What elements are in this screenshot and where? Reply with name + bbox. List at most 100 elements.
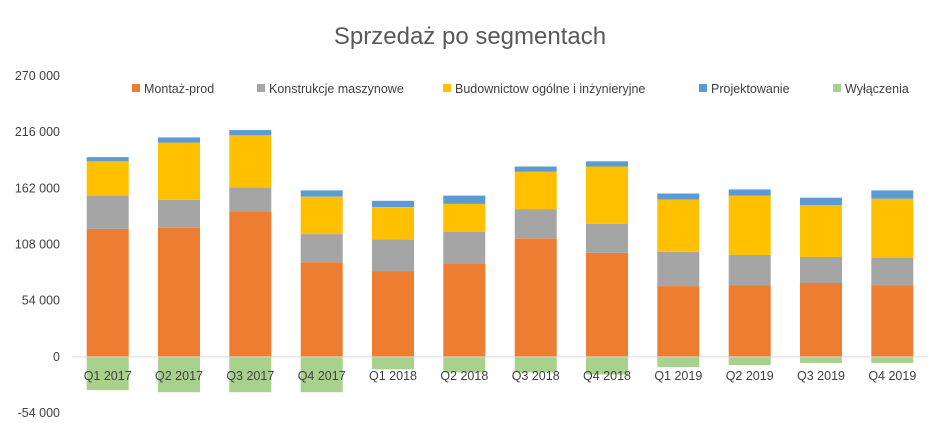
y-axis: -54 000 0 54 000 108 000 162 000 216 000 270 0… [15,69,60,420]
bar-segment [300,356,343,393]
x-tick-label: Q1 2019 [654,369,702,383]
legend-swatch [833,84,841,92]
legend-item: Konstrukcje maszynowe [257,82,404,96]
bar-segment [158,199,200,228]
bar-segment [443,356,486,373]
legend-label: Wyłączenia [845,82,909,96]
bar-segment [158,356,200,393]
bar-segment [657,356,700,368]
bar-segment [372,200,414,207]
legend-label: Projektowanie [711,82,790,96]
bar-segment [871,258,914,285]
bar-segment [514,166,557,172]
x-tick-label: Q3 2019 [797,369,845,383]
bar-group [300,190,343,393]
bar-segment [443,203,486,232]
x-tick-label: Q2 2017 [155,369,203,383]
bar-segment [728,189,771,196]
x-tick-label: Q1 2018 [369,369,417,383]
y-tick-label: 162 000 [15,181,60,195]
bar-group [86,157,129,391]
bar-segment [300,262,343,357]
x-tick-label: Q4 2018 [583,369,631,383]
legend-swatch [132,84,140,92]
bar-segment [586,252,628,357]
bar-segment [586,356,628,375]
bar-segment [229,356,272,393]
bar-segment [86,157,129,162]
x-tick-label: Q4 2019 [868,369,916,383]
bar-segment [86,195,129,229]
bar-segment [372,356,414,370]
y-tick-label: 108 000 [15,238,60,252]
bar-group [158,137,200,393]
bar-segment [800,197,842,205]
x-tick-label: Q3 2018 [512,369,560,383]
bar-segment [372,239,414,272]
bar-segment [229,130,272,136]
bar-segment [728,356,771,366]
bar-segment [158,137,200,143]
bar-segment [657,199,700,252]
bar-segment [300,196,343,235]
bar-segment [586,161,628,167]
bar-segment [800,205,842,257]
bar-segment [443,195,486,204]
bar-segment [514,356,557,373]
legend: Montaż-prod Konstrukcje maszynowe Budownic… [132,82,909,96]
bar-segment [657,251,700,287]
bar-segment [586,166,628,224]
bar-segment [657,193,700,200]
x-tick-label: Q2 2019 [726,369,774,383]
bar-segment [871,190,914,199]
bar-segment [800,283,842,357]
bar-segment [158,142,200,200]
bar-group [657,193,700,368]
bar-segment [86,228,129,357]
bar-segment [514,209,557,239]
legend-swatch [257,84,265,92]
bar-group [229,130,272,393]
legend-label: Konstrukcje maszynowe [269,82,404,96]
x-axis: Q1 2017 Q2 2017 Q3 2017 Q4 2017 Q1 2018 Q2 20… [84,369,917,383]
bar-group [800,197,842,363]
bar-segment [728,195,771,255]
legend-swatch [443,84,451,92]
legend-label: Montaż-prod [144,82,214,96]
x-tick-label: Q2 2018 [440,369,488,383]
legend-swatch [699,84,707,92]
x-tick-label: Q4 2017 [298,369,346,383]
y-tick-label: -54 000 [18,406,60,420]
y-tick-label: 216 000 [15,125,60,139]
bar-segment [443,263,486,357]
bar-group [514,166,557,373]
bar-group [586,161,628,375]
legend-item: Projektowanie [699,82,790,96]
bar-segment [800,257,842,283]
bar-segment [300,234,343,263]
bar-segment [871,198,914,258]
bar-segment [443,232,486,264]
bar-group [443,195,486,373]
bar-segment [586,223,628,253]
bars [86,130,914,393]
bar-segment [514,238,557,357]
bar-segment [372,271,414,357]
y-tick-label: 0 [53,350,60,364]
bar-segment [728,285,771,357]
bar-segment [514,171,557,210]
legend-item: Wyłączenia [833,82,909,96]
x-tick-label: Q1 2017 [84,369,132,383]
legend-label: Budownictow ogólne i inżynieryjne [455,82,645,96]
bar-segment [372,207,414,240]
legend-item: Budownictow ogólne i inżynieryjne [443,82,645,96]
y-tick-label: 270 000 [15,69,60,83]
bar-segment [800,356,842,363]
bar-segment [229,135,272,188]
bar-segment [871,285,914,357]
chart-title: Sprzedaż po segmentach [334,23,606,50]
bar-segment [728,254,771,286]
bar-segment [86,356,129,391]
bar-group [728,189,771,366]
